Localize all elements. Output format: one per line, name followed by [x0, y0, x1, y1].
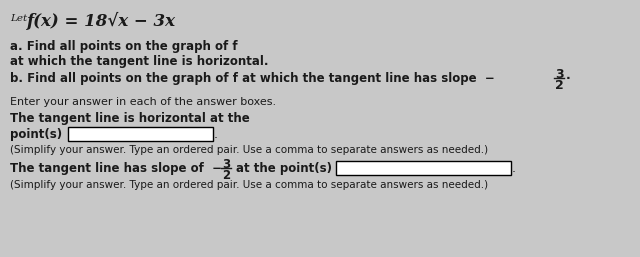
Text: point(s): point(s)	[10, 128, 62, 141]
Text: 3: 3	[555, 68, 564, 81]
Text: .: .	[512, 162, 516, 175]
Text: f(x) = 18√x − 3x: f(x) = 18√x − 3x	[27, 12, 176, 30]
Text: .: .	[214, 128, 218, 141]
Text: (Simplify your answer. Type an ordered pair. Use a comma to separate answers as : (Simplify your answer. Type an ordered p…	[10, 145, 488, 155]
Text: a. Find all points on the graph of f: a. Find all points on the graph of f	[10, 40, 237, 53]
Text: at which the tangent line is horizontal.: at which the tangent line is horizontal.	[10, 55, 269, 68]
Text: b. Find all points on the graph of f at which the tangent line has slope  −: b. Find all points on the graph of f at …	[10, 72, 495, 85]
Text: Let: Let	[10, 14, 30, 23]
Text: 2: 2	[555, 79, 564, 92]
Text: 3: 3	[222, 158, 230, 171]
Text: The tangent line has slope of  −: The tangent line has slope of −	[10, 162, 222, 175]
Text: .: .	[566, 69, 571, 82]
Text: at the point(s): at the point(s)	[236, 162, 332, 175]
Text: (Simplify your answer. Type an ordered pair. Use a comma to separate answers as : (Simplify your answer. Type an ordered p…	[10, 180, 488, 190]
Text: The tangent line is horizontal at the: The tangent line is horizontal at the	[10, 112, 250, 125]
Bar	[336, 161, 511, 175]
Text: Enter your answer in each of the answer boxes.: Enter your answer in each of the answer …	[10, 97, 276, 107]
Bar	[68, 127, 213, 141]
Text: 2: 2	[222, 169, 230, 182]
